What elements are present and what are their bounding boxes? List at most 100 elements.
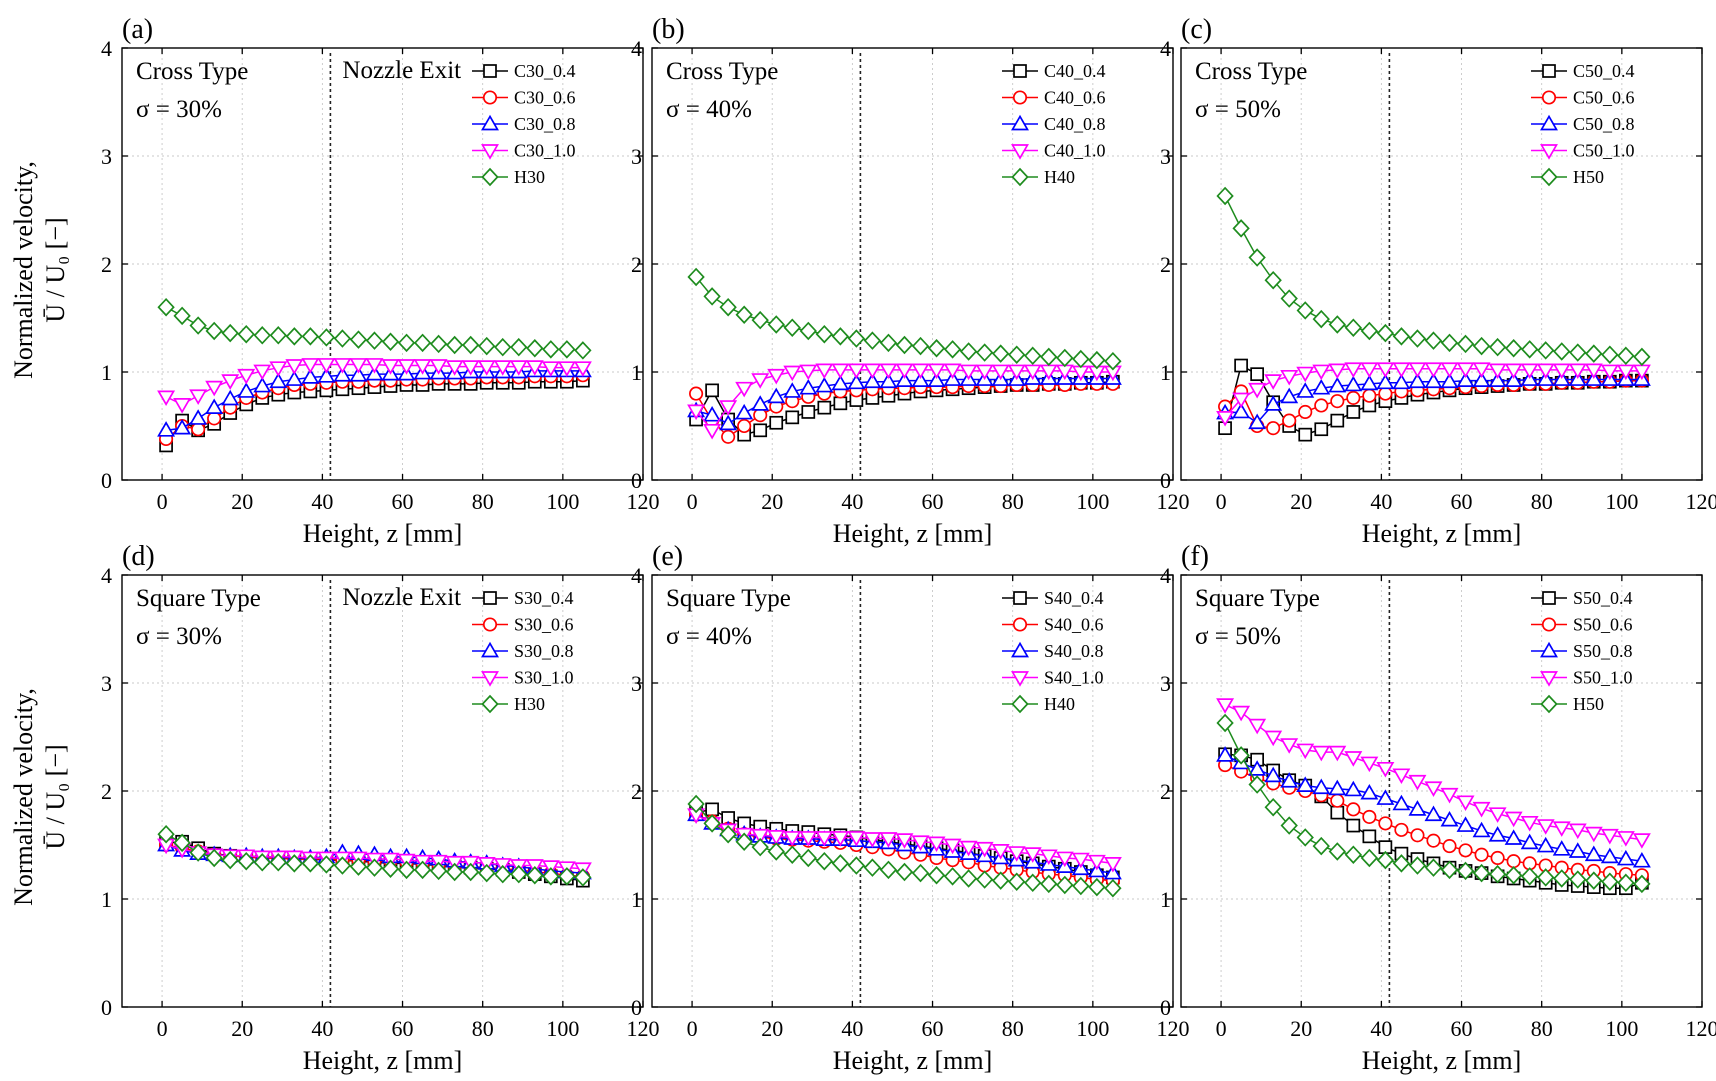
data-point [1088, 877, 1106, 897]
data-point [191, 422, 206, 437]
x-tick-label: 60 [922, 1016, 944, 1041]
data-point [1280, 772, 1299, 788]
data-point [1007, 364, 1026, 381]
legend-label: C30_0.4 [514, 61, 576, 81]
data-point [1104, 878, 1122, 898]
data-point [285, 359, 304, 375]
data-point [541, 361, 560, 377]
legend-swatch-marker [1011, 671, 1029, 687]
data-point [1424, 372, 1443, 389]
data-point [815, 831, 834, 847]
data-point [1248, 718, 1267, 735]
y-tick-label: 1 [631, 360, 642, 385]
legend: S40_0.4 S40_0.6 S40_0.8 S40_1.0 H40 [1002, 588, 1104, 714]
nozzle-exit-label: Nozzle Exit [342, 584, 461, 611]
data-point [991, 364, 1010, 381]
y-tick-label: 4 [1160, 36, 1171, 61]
x-tick-label: 100 [1076, 1016, 1109, 1041]
data-point [205, 848, 223, 868]
data-point [1600, 364, 1619, 381]
data-point [927, 836, 946, 853]
data-point [1585, 871, 1603, 890]
data-point [719, 824, 737, 844]
data-point [1569, 343, 1587, 362]
data-point [992, 871, 1010, 890]
data-point [1456, 362, 1475, 378]
y-tick-label: 3 [631, 144, 642, 169]
data-point [687, 267, 705, 287]
legend-label: H30 [514, 694, 545, 714]
legend-swatch-marker [481, 144, 499, 160]
data-point [1408, 372, 1427, 389]
gridlines [1181, 575, 1702, 1007]
data-point [815, 851, 833, 871]
legend-label: C30_0.8 [514, 114, 576, 134]
x-tick-label: 80 [472, 489, 494, 514]
data-point [1632, 833, 1651, 849]
data-point [767, 315, 785, 334]
legend-label: S40_1.0 [1044, 668, 1104, 688]
x-tick-label: 120 [1686, 1016, 1716, 1041]
legend-item: C50_0.6 [1531, 88, 1635, 108]
data-point [1584, 845, 1603, 862]
panel-label: (a) [122, 14, 153, 45]
data-point [558, 867, 576, 886]
legend-swatch-marker [482, 90, 498, 105]
data-point [927, 865, 946, 885]
data-point [1362, 829, 1377, 844]
data-point [1601, 872, 1619, 891]
y-tick-label: 0 [631, 995, 642, 1020]
panel-sigma: σ = 50% [1195, 96, 1281, 123]
data-point [574, 868, 592, 887]
data-point [1410, 828, 1425, 843]
data-point [1488, 363, 1507, 380]
data-point [1442, 839, 1457, 854]
data-point [173, 833, 191, 853]
y-tick-label: 2 [101, 779, 112, 804]
data-point [1440, 372, 1459, 389]
legend-label: C40_1.0 [1044, 141, 1106, 161]
data-point [943, 340, 962, 359]
legend-item: C30_0.8 [472, 114, 576, 134]
panel-label: (b) [652, 14, 685, 45]
data-point [1232, 392, 1251, 409]
legend-swatch-marker [1540, 694, 1558, 714]
data-point [1585, 344, 1603, 363]
data-point [719, 400, 738, 416]
data-point [157, 824, 175, 844]
data-point [751, 395, 770, 411]
panel-sigma: σ = 50% [1195, 623, 1281, 650]
legend-swatch-marker [1540, 167, 1558, 187]
data-point [365, 331, 384, 350]
panel-title: Cross Type [1195, 58, 1307, 85]
data-point [1264, 395, 1283, 411]
data-point [1584, 826, 1603, 843]
panel-title: Square Type [136, 585, 261, 612]
gridlines [652, 575, 1173, 1007]
data-point [1553, 869, 1571, 888]
legend-item: C40_0.8 [1002, 114, 1106, 134]
data-point [317, 855, 336, 874]
x-tick-label: 100 [1605, 1016, 1638, 1041]
legend-item: C30_0.4 [472, 61, 576, 81]
data-point [687, 404, 706, 421]
data-point [1426, 833, 1441, 848]
data-point [333, 329, 352, 348]
y-axis-title-line2: Ū / U₀ [−] [41, 744, 70, 849]
legend-swatch-marker [483, 591, 497, 605]
series-C30_0.8 [157, 361, 592, 437]
data-point [1472, 821, 1491, 838]
data-point [1312, 836, 1330, 856]
y-tick-label: 0 [631, 468, 642, 493]
data-point [445, 862, 464, 882]
data-point [1504, 829, 1523, 845]
x-axis-title: Height, z [mm] [303, 519, 463, 548]
data-point [413, 333, 432, 353]
data-point [1568, 823, 1587, 840]
data-point [1248, 382, 1267, 399]
data-point [1232, 746, 1250, 765]
data-point [542, 340, 560, 359]
